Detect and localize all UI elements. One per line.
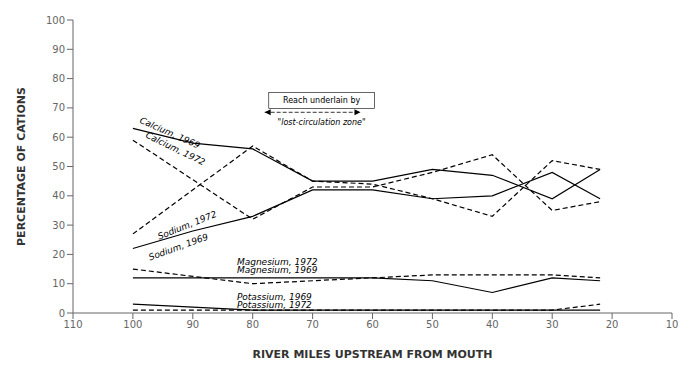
svg-text:40: 40 <box>52 190 65 201</box>
svg-text:RIVER MILES UPSTREAM FROM MOUT: RIVER MILES UPSTREAM FROM MOUTH <box>253 348 493 361</box>
svg-text:20: 20 <box>52 249 65 260</box>
svg-text:PERCENTAGE OF CATIONS: PERCENTAGE OF CATIONS <box>15 87 28 246</box>
svg-text:20: 20 <box>606 319 619 330</box>
svg-text:90: 90 <box>52 44 65 55</box>
svg-text:40: 40 <box>486 319 499 330</box>
svg-text:50: 50 <box>52 161 65 172</box>
svg-text:50: 50 <box>426 319 439 330</box>
svg-text:30: 30 <box>546 319 559 330</box>
svg-text:60: 60 <box>52 132 65 143</box>
svg-text:10: 10 <box>52 278 65 289</box>
svg-text:Calcium, 1969: Calcium, 1969 <box>138 115 202 151</box>
svg-text:Calcium, 1972: Calcium, 1972 <box>144 130 207 168</box>
svg-text:90: 90 <box>186 319 199 330</box>
svg-text:70: 70 <box>52 102 65 113</box>
svg-text:110: 110 <box>63 319 82 330</box>
svg-text:Magnesium, 1969: Magnesium, 1969 <box>237 265 318 275</box>
svg-text:Potassium, 1969: Potassium, 1969 <box>236 291 312 302</box>
svg-text:100: 100 <box>123 319 142 330</box>
svg-text:60: 60 <box>366 319 379 330</box>
svg-text:Magnesium, 1972: Magnesium, 1972 <box>237 257 318 267</box>
svg-text:80: 80 <box>52 73 65 84</box>
svg-text:30: 30 <box>52 220 65 231</box>
svg-text:70: 70 <box>306 319 319 330</box>
svg-text:0: 0 <box>59 308 65 319</box>
svg-text:Reach underlain by: Reach underlain by <box>283 96 361 105</box>
svg-text:"lost-circulation zone": "lost-circulation zone" <box>278 118 366 127</box>
svg-text:Sodium, 1969: Sodium, 1969 <box>147 232 209 263</box>
svg-text:100: 100 <box>46 15 65 26</box>
svg-text:10: 10 <box>666 319 679 330</box>
svg-text:Sodium, 1972: Sodium, 1972 <box>156 209 218 242</box>
svg-text:Potassium, 1972: Potassium, 1972 <box>237 300 312 310</box>
svg-text:80: 80 <box>246 319 259 330</box>
